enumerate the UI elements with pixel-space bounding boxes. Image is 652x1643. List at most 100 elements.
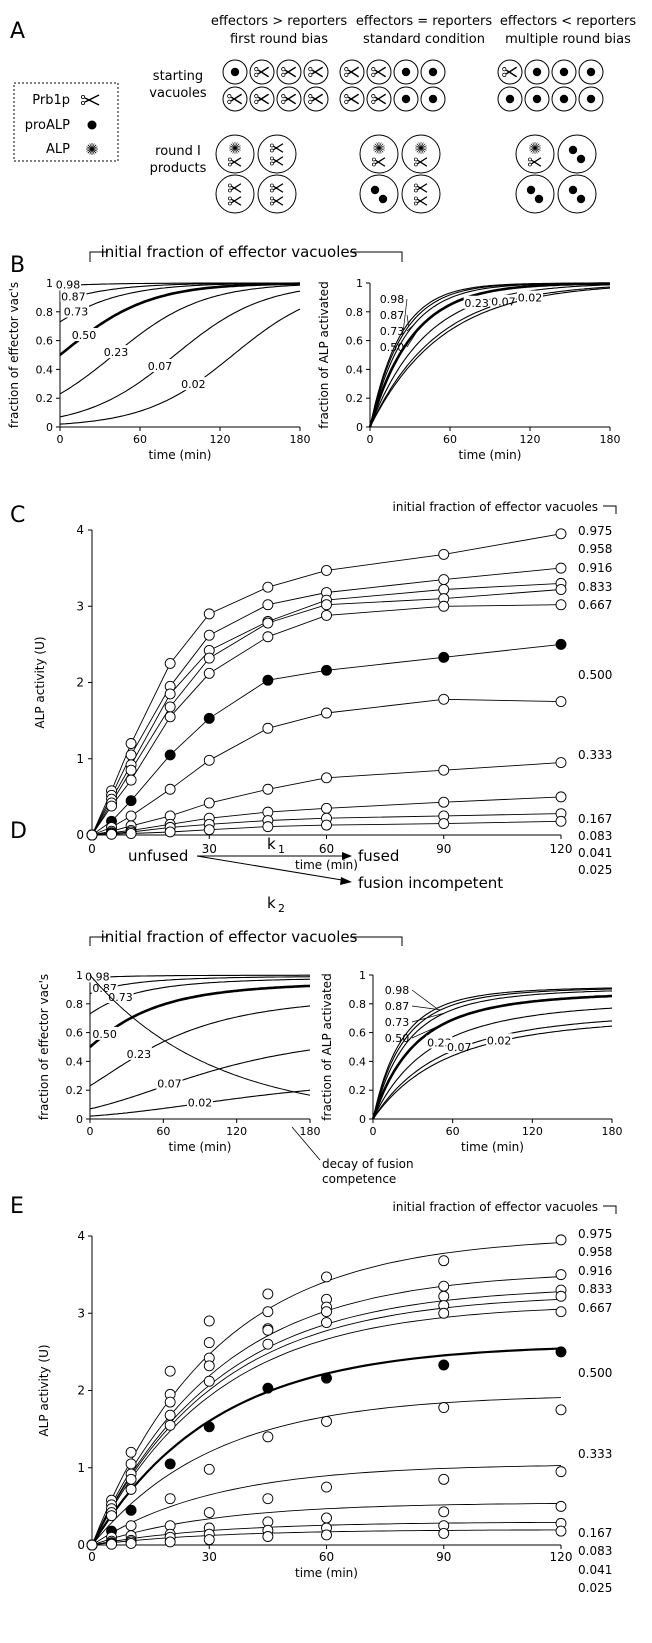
series-label-0.02: 0.02 [487, 1034, 512, 1047]
series-label-0.73: 0.73 [64, 306, 89, 319]
scissors-handle [281, 72, 286, 77]
series-fit-0.167 [91, 1465, 562, 1546]
scissors-blade [347, 96, 360, 105]
data-point-0.667 [555, 599, 567, 611]
series-label-0.07: 0.07 [447, 1041, 472, 1054]
series-label-0.98: 0.98 [56, 278, 81, 291]
scissors-blade [347, 69, 360, 78]
data-point-0.833 [125, 1473, 137, 1485]
data-point-0.958 [555, 562, 567, 574]
x-axis-label: time (min) [149, 448, 212, 462]
data-point-0.975 [164, 657, 176, 669]
y-tick-label: 1 [46, 277, 53, 290]
vacuole [276, 86, 302, 112]
x-axis-label: time (min) [461, 1140, 524, 1154]
scissors-icon [254, 66, 270, 78]
vacuole [303, 59, 329, 85]
scissors-icon [254, 93, 270, 105]
scissors-blade [273, 198, 284, 206]
scissors-handle [414, 201, 418, 206]
series-label-0.975: 0.975 [578, 524, 612, 538]
series-label-leader [411, 1012, 445, 1023]
data-point-0.975 [321, 564, 332, 576]
data-point-0.975 [262, 581, 274, 593]
panel-d-bracket-mask [108, 929, 350, 945]
series-line-0.50 [368, 282, 610, 428]
data-point-0.975 [164, 1365, 176, 1377]
scissors-icon [281, 66, 297, 78]
proalp-dot-icon [401, 67, 411, 77]
y-axis-label: fraction of ALP activated [317, 281, 331, 428]
data-point-0.833 [164, 701, 176, 713]
x-axis-label: time (min) [295, 858, 358, 872]
vacuole [578, 86, 604, 112]
proalp-dot-icon [87, 120, 97, 130]
decay-label-2: competence [322, 1172, 396, 1186]
series-label-0.500: 0.500 [578, 668, 612, 682]
scheme-k1-sub: 1 [278, 843, 285, 856]
scissors-handle [270, 161, 274, 166]
scissors-blade [230, 96, 243, 105]
alp-star-ray [529, 145, 541, 151]
panel-d-bracket-label: initial fraction of effector vacuoles [101, 928, 358, 946]
vacuole [222, 86, 248, 112]
vacuole [366, 59, 392, 85]
y-tick-label: 0.8 [349, 998, 367, 1011]
scissors-handle [308, 99, 313, 104]
data-point-0.958 [125, 749, 137, 761]
data-point-0.500 [125, 795, 137, 807]
scissors-handle [270, 183, 274, 188]
series-label-0.958: 0.958 [578, 542, 612, 556]
col1-header-line2: first round bias [230, 32, 328, 47]
data-point-0.025 [86, 829, 98, 841]
x-tick-label: 180 [600, 433, 621, 446]
vacuole [257, 174, 297, 214]
scissors-icon [344, 66, 360, 78]
series-label-0.07: 0.07 [148, 360, 173, 373]
y-tick-label: 0.8 [346, 306, 364, 319]
series-label-0.73: 0.73 [385, 1016, 410, 1029]
data-point-0.500 [125, 1504, 137, 1516]
series-label-0.333: 0.333 [578, 748, 612, 762]
data-point-0.167 [438, 764, 450, 776]
chart-title: initial fraction of effector vacuoles [393, 1200, 599, 1214]
data-point-0.167 [321, 1481, 332, 1493]
scissors-icon [228, 196, 242, 206]
x-tick-label: 120 [210, 433, 231, 446]
scissors-icon [270, 196, 284, 206]
series-label-bg [125, 1046, 152, 1060]
data-point-0.958 [262, 599, 274, 611]
panel-b-bracket-label: initial fraction of effector vacuoles [101, 243, 358, 261]
alp-star-icon [86, 143, 98, 155]
data-point-0.667 [438, 1307, 450, 1319]
data-point-0.500 [203, 1421, 215, 1433]
y-axis-label: ALP activity (U) [33, 636, 47, 728]
y-tick-label: 0 [76, 828, 84, 842]
scissors-blade [417, 157, 428, 165]
y-tick-label: 4 [76, 523, 84, 537]
series-label-bg [426, 1035, 453, 1049]
data-point-0.025 [438, 1527, 450, 1539]
panel-b-bracket-mask [108, 244, 350, 260]
data-point-0.500 [321, 1372, 332, 1384]
data-point-0.025 [262, 821, 274, 833]
data-point-0.500 [164, 749, 176, 761]
data-point-0.958 [125, 1458, 137, 1470]
vacuole [497, 86, 523, 112]
series-label-0.667: 0.667 [578, 1301, 612, 1315]
scissors-blade [273, 156, 284, 164]
vacuole [222, 59, 248, 85]
scissors-blade [374, 93, 387, 102]
scissors-icon [227, 93, 243, 105]
vacuole-membrane [515, 174, 555, 214]
data-point-0.083 [555, 1500, 567, 1512]
data-point-0.975 [438, 548, 450, 560]
y-tick-label: 1 [76, 969, 83, 982]
data-point-0.916 [164, 1396, 176, 1408]
data-point-0.667 [262, 1338, 274, 1350]
scissors-handle [414, 196, 418, 201]
proalp-dot-icon [534, 194, 544, 204]
scissors-blade [311, 96, 324, 105]
col1-header-line1: effectors > reporters [211, 14, 347, 29]
y-tick-label: 0 [356, 421, 363, 434]
